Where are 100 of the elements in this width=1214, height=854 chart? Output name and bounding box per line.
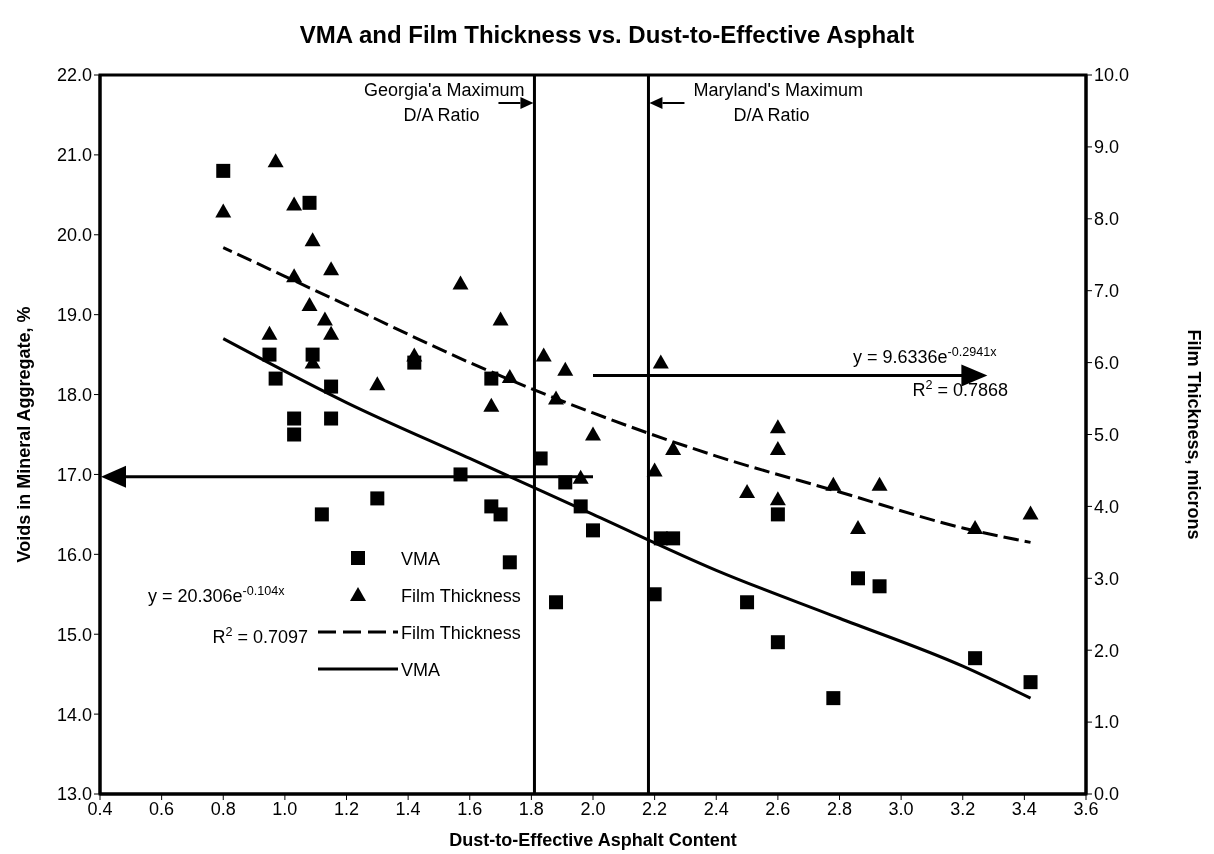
- annotation: y = 9.6336e$^{-0.2941x}$: [853, 345, 998, 367]
- point: [452, 275, 469, 290]
- point: [369, 376, 386, 391]
- point: [535, 347, 552, 362]
- point: [262, 347, 277, 362]
- point: [304, 232, 321, 247]
- point: [483, 397, 500, 412]
- point: [849, 519, 866, 534]
- point: [871, 476, 888, 491]
- point: [739, 484, 756, 499]
- point: [323, 261, 340, 276]
- chart-title: VMA and Film Thickness vs. Dust-to-Effective Asphalt: [299, 21, 915, 48]
- point: [770, 507, 785, 522]
- y2-tick-label: 3.0: [1094, 568, 1120, 589]
- y-axis-title: Voids in Mineral Aggregate, %: [14, 306, 34, 563]
- point: [967, 519, 984, 534]
- point: [586, 523, 600, 538]
- point: [301, 297, 318, 312]
- y-tick-label: 15.0: [56, 624, 92, 645]
- y-tick-label: 14.0: [56, 704, 92, 725]
- point: [1022, 505, 1039, 520]
- y2-tick-label: 1.0: [1094, 712, 1120, 733]
- y-tick-label: 21.0: [56, 145, 92, 166]
- point: [665, 440, 682, 455]
- y2-tick-label: 9.0: [1094, 137, 1120, 158]
- point: [406, 347, 423, 362]
- legend-label: Film Thickness: [401, 623, 521, 643]
- x-tick-label: 0.6: [149, 798, 175, 819]
- point: [492, 311, 509, 326]
- x-tick-label: 1.0: [272, 798, 298, 819]
- point: [585, 426, 601, 441]
- x-axis-title: Dust-to-Effective Asphalt Content: [449, 830, 737, 850]
- point: [769, 419, 786, 434]
- x-tick-label: 2.0: [580, 798, 606, 819]
- point: [968, 651, 983, 666]
- point: [646, 462, 663, 477]
- y-tick-label: 18.0: [56, 384, 92, 405]
- point: [324, 411, 339, 426]
- y-tick-label: 19.0: [56, 305, 92, 326]
- x-tick-label: 3.2: [950, 798, 976, 819]
- x-tick-label: 0.8: [210, 798, 236, 819]
- point: [573, 499, 588, 514]
- point: [215, 203, 232, 218]
- point: [286, 268, 303, 283]
- x-tick-label: 2.8: [826, 798, 853, 819]
- point: [769, 440, 786, 455]
- x-tick-label: 1.4: [395, 798, 421, 819]
- point: [872, 579, 887, 594]
- y2-tick-label: 2.0: [1094, 640, 1120, 661]
- point: [302, 195, 317, 210]
- point: [493, 507, 508, 522]
- annotation: y = 20.306e$^{-0.104x}$: [148, 584, 286, 606]
- point: [549, 595, 564, 610]
- y-tick-label: 17.0: [56, 464, 92, 485]
- ref-line-label: Georgia'a Maximum D/A Ratio: [363, 80, 525, 125]
- point: [287, 411, 302, 426]
- point: [484, 371, 499, 386]
- point: [323, 325, 340, 340]
- point: [557, 361, 574, 376]
- annotation: R$^{2}$ = 0.7868: [912, 378, 1008, 400]
- legend-label: VMA: [401, 660, 441, 680]
- y2-tick-label: 8.0: [1094, 209, 1120, 230]
- legend-label: VMA: [401, 549, 441, 569]
- ref-line-label: Maryland's Maximum D/A Ratio: [693, 80, 863, 125]
- x-tick-label: 2.4: [703, 798, 729, 819]
- x-tick-label: 3.0: [888, 798, 914, 819]
- x-tick-label: 1.8: [518, 798, 544, 819]
- point: [533, 451, 548, 466]
- y2-tick-label: 10.0: [1094, 65, 1130, 86]
- x-tick-label: 2.6: [765, 798, 791, 819]
- point: [647, 587, 662, 602]
- y-tick-label: 16.0: [56, 544, 92, 565]
- point: [548, 390, 565, 405]
- point: [825, 476, 842, 491]
- point: [501, 368, 518, 383]
- point: [324, 379, 339, 394]
- point: [268, 371, 283, 386]
- point: [216, 163, 231, 178]
- y2-axis-title: Film Thickness, microns: [1184, 329, 1204, 540]
- point: [267, 153, 284, 168]
- point: [740, 595, 755, 610]
- point: [770, 635, 785, 650]
- x-tick-label: 2.2: [642, 798, 668, 819]
- point: [314, 507, 329, 522]
- y2-tick-label: 5.0: [1094, 424, 1120, 445]
- point: [286, 196, 303, 211]
- y-tick-label: 20.0: [56, 225, 92, 246]
- x-tick-label: 1.2: [333, 798, 360, 819]
- point: [850, 571, 865, 586]
- point: [769, 491, 786, 506]
- x-tick-label: 3.4: [1011, 798, 1037, 819]
- y2-tick-label: 7.0: [1094, 281, 1120, 302]
- point: [666, 531, 681, 546]
- y-tick-label: 22.0: [56, 65, 92, 86]
- point: [502, 555, 517, 570]
- point: [287, 427, 302, 442]
- point: [652, 354, 669, 369]
- y2-tick-label: 6.0: [1094, 352, 1120, 373]
- point: [316, 311, 333, 326]
- annotation: R$^{2}$ = 0.7097: [212, 625, 308, 647]
